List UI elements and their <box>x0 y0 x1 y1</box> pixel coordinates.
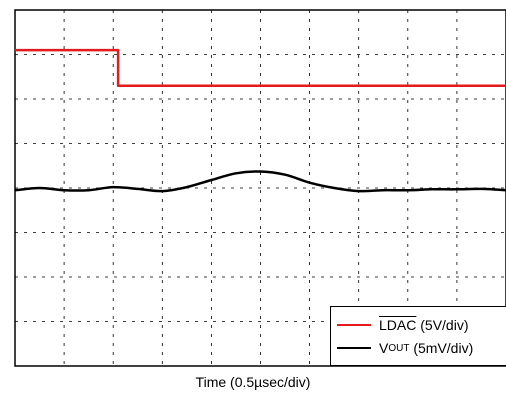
legend-label-ldac: LDAC <box>379 317 417 333</box>
legend-scale-ldac: (5V/div) <box>416 317 469 333</box>
legend-item-vout: V OUT (5mV/div) <box>337 338 473 358</box>
plot-frame <box>14 9 506 367</box>
vout-trace <box>14 170 506 193</box>
legend-scale-vout: (5mV/div) <box>409 340 474 356</box>
legend-sub-vout: OUT <box>388 342 410 354</box>
legend: LDAC (5V/div) V OUT (5mV/div) <box>330 306 506 366</box>
traces <box>14 48 506 193</box>
ldac-trace <box>15 48 506 87</box>
legend-label-vout: V <box>379 340 389 356</box>
legend-swatch-ldac <box>337 324 371 326</box>
legend-swatch-vout <box>337 347 371 349</box>
legend-item-ldac: LDAC (5V/div) <box>337 315 468 335</box>
x-axis-label: Time (0.5µsec/div) <box>195 374 311 390</box>
